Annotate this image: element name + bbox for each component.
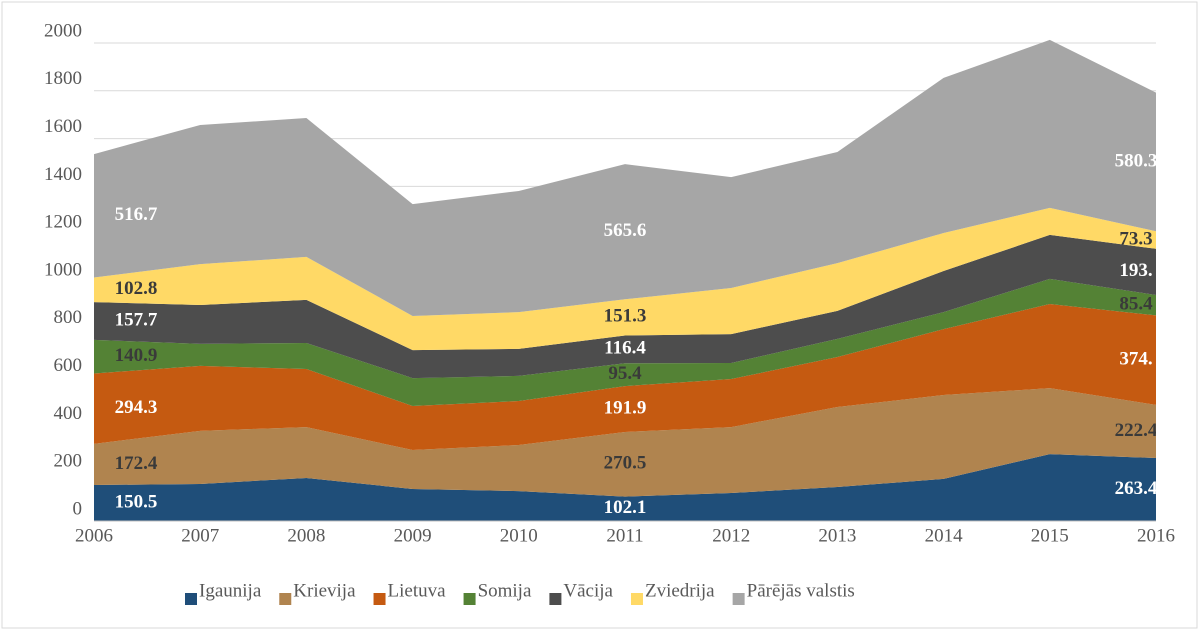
data-label: 580.3	[1115, 150, 1158, 171]
legend-label: Pārējās valstis	[747, 580, 855, 601]
area	[94, 388, 1156, 497]
area	[94, 278, 1156, 407]
legend-label: Krievija	[293, 580, 356, 601]
x-tick-label: 2012	[712, 525, 750, 546]
y-tick-label: 400	[54, 403, 83, 424]
y-tick-label: 1800	[44, 68, 82, 89]
area	[94, 207, 1156, 351]
data-label: 116.4	[604, 338, 646, 359]
legend-swatch	[373, 593, 386, 605]
data-label: 516.7	[115, 204, 158, 225]
area	[94, 454, 1156, 521]
x-tick-label: 2010	[500, 525, 538, 546]
x-tick-label: 2011	[606, 525, 643, 546]
data-label: 263.4	[1115, 478, 1158, 499]
x-tick-label: 2008	[287, 525, 325, 546]
y-tick-label: 0	[73, 498, 83, 519]
data-label: 157.7	[115, 309, 158, 330]
data-label: 294.3	[115, 397, 158, 418]
data-label: 191.9	[604, 397, 647, 418]
x-tick-label: 2006	[75, 525, 113, 546]
data-label: 102.8	[115, 278, 158, 299]
data-label: 374.	[1119, 349, 1152, 370]
area	[94, 303, 1156, 451]
y-tick-label: 200	[54, 451, 83, 472]
legend-label: Somija	[478, 580, 532, 601]
data-label: 151.3	[604, 306, 647, 327]
x-tick-label: 2015	[1031, 525, 1069, 546]
data-label: 102.1	[604, 497, 647, 518]
data-label: 565.6	[604, 220, 647, 241]
legend-swatch	[185, 593, 197, 605]
legend-swatch	[549, 593, 562, 605]
data-label: 85.4	[1119, 294, 1153, 315]
x-tick-label: 2014	[925, 525, 964, 546]
legend-label: Lietuva	[388, 580, 447, 601]
data-label: 222.4	[1115, 420, 1158, 441]
y-tick-label: 1200	[44, 212, 82, 233]
x-tick-label: 2009	[394, 525, 432, 546]
y-tick-label: 1400	[44, 164, 82, 185]
y-tick-label: 1600	[44, 116, 82, 137]
x-tick-label: 2016	[1137, 525, 1175, 546]
data-label: 193.	[1119, 260, 1152, 281]
legend-label: Vācija	[563, 580, 613, 601]
y-tick-label: 2000	[44, 20, 82, 41]
area	[94, 39, 1156, 316]
legend-swatch	[463, 593, 476, 605]
data-label: 95.4	[608, 363, 642, 384]
legend-swatch	[630, 593, 643, 605]
y-tick-label: 1000	[44, 259, 82, 280]
area	[94, 234, 1156, 379]
data-label: 270.5	[604, 453, 647, 474]
y-tick-label: 800	[54, 307, 83, 328]
data-label: 172.4	[115, 453, 158, 474]
x-tick-label: 2013	[818, 525, 856, 546]
legend-label: Zviedrija	[645, 580, 715, 601]
legend-label: Igaunija	[199, 580, 262, 601]
y-tick-label: 600	[54, 355, 83, 376]
x-tick-label: 2007	[181, 525, 219, 546]
legend-swatch	[279, 593, 292, 605]
data-label: 140.9	[115, 345, 158, 366]
data-label: 73.3	[1119, 228, 1152, 249]
legend-swatch	[732, 593, 745, 605]
data-label: 150.5	[115, 491, 158, 512]
